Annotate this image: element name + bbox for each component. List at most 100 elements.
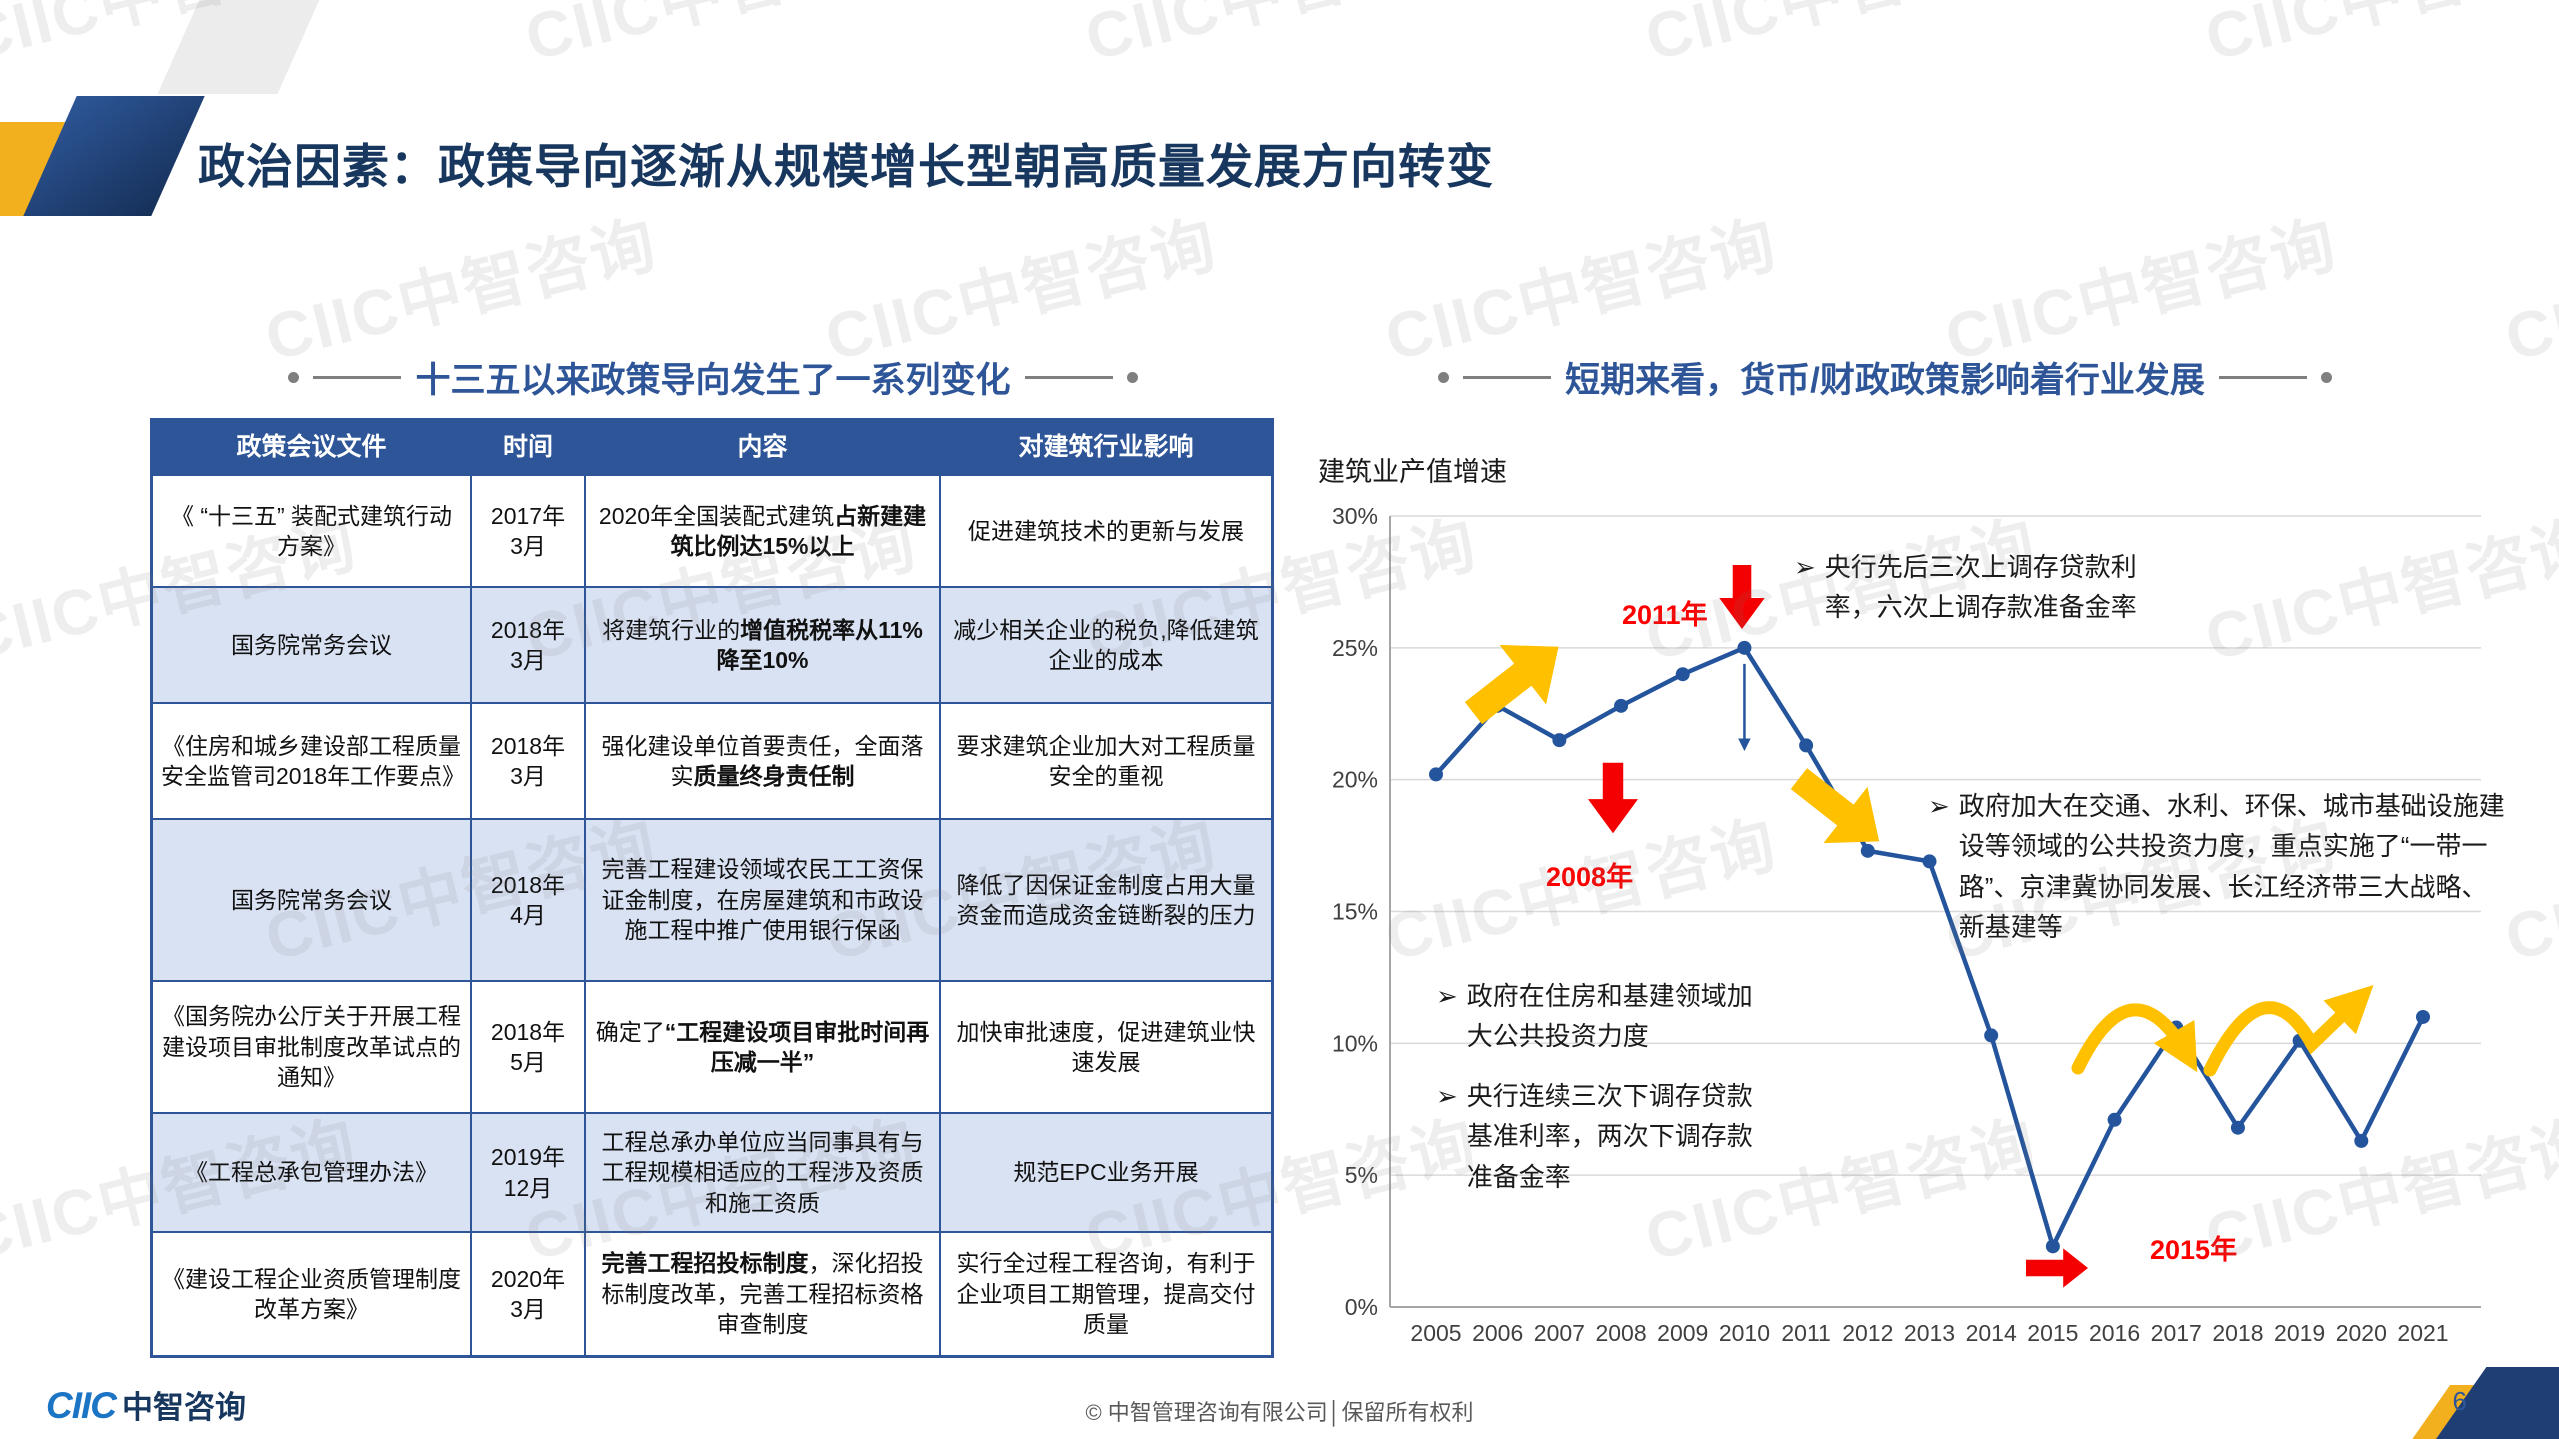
cell-impact: 促进建筑技术的更新与发展 <box>941 474 1271 586</box>
annotation-text: 政府加大在交通、水利、环保、城市基础设施建设等领域的公共投资力度，重点实施了“一… <box>1958 791 2505 942</box>
red-right-arrow-icon <box>2026 1248 2088 1288</box>
table-header-row: 政策会议文件 时间 内容 对建筑行业影响 <box>153 421 1271 474</box>
watermark-text: CIIC中智咨询 <box>1635 0 2045 79</box>
annotation-rate-hikes: ➢ 央行先后三次上调存贷款利率，六次上调存款准备金率 <box>1794 547 2146 628</box>
cell-impact: 要求建筑企业加大对工程质量安全的重视 <box>941 702 1271 818</box>
cell-content: 确定了“工程建设项目审批时间再压减一半” <box>586 980 941 1112</box>
svg-text:2016: 2016 <box>2089 1320 2140 1346</box>
cell-document: 《 “十三五” 装配式建筑行动方案》 <box>153 474 472 586</box>
table-row: 国务院常务会议 2018年3月 将建筑行业的增值税税率从11%降至10% 减少相关企业… <box>153 586 1271 702</box>
cell-document: 国务院常务会议 <box>153 586 472 702</box>
cell-document: 《建设工程企业资质管理制度改革方案》 <box>153 1231 472 1355</box>
cell-document: 国务院常务会议 <box>153 818 472 980</box>
cell-time: 2018年3月 <box>472 586 586 702</box>
table-row: 国务院常务会议 2018年4月 完善工程建设领域农民工工资保证金制度，在房屋建筑和市… <box>153 818 1271 980</box>
annotation-text: 央行先后三次上调存贷款利率，六次上调存款准备金率 <box>1824 552 2137 623</box>
red-down-arrow-icon <box>1719 565 1765 629</box>
svg-text:30%: 30% <box>1332 503 1378 529</box>
svg-text:0%: 0% <box>1345 1294 1378 1320</box>
company-logo: CIIC 中智咨询 <box>46 1382 246 1427</box>
watermark-text: CIIC中智咨询 <box>2195 0 2559 79</box>
svg-text:2011: 2011 <box>1781 1320 1830 1346</box>
decorative-line <box>1463 376 1552 379</box>
cell-impact: 加快审批速度，促进建筑业快速发展 <box>941 980 1271 1112</box>
cell-time: 2018年4月 <box>472 818 586 980</box>
ciic-logo-icon: CIIC <box>46 1385 117 1426</box>
svg-text:2005: 2005 <box>1410 1320 1461 1346</box>
svg-text:2013: 2013 <box>1904 1320 1955 1346</box>
cell-document: 《工程总承包管理办法》 <box>153 1112 472 1231</box>
cell-document: 《国务院办公厅关于开展工程建设项目审批制度改革试点的通知》 <box>153 980 472 1112</box>
watermark-text: CIIC中智咨询 <box>2498 207 2559 375</box>
cell-content: 将建筑行业的增值税税率从11%降至10% <box>586 586 941 702</box>
column-header: 对建筑行业影响 <box>1018 433 1194 461</box>
table-row: 《 “十三五” 装配式建筑行动方案》 2017年3月 2020年全国装配式建筑占新建… <box>153 474 1271 586</box>
decorative-line <box>313 376 402 379</box>
right-section-header: 短期来看，货币/财政政策影响着行业发展 <box>1330 352 2440 403</box>
svg-text:15%: 15% <box>1332 899 1378 925</box>
orange-fall-arrow-icon <box>1790 768 1880 844</box>
policy-table: 政策会议文件 时间 内容 对建筑行业影响《 “十三五” 装配式建筑行动方案》 2017年… <box>150 418 1274 1358</box>
table-row: 《国务院办公厅关于开展工程建设项目审批制度改革试点的通知》 2018年5月 确定了“… <box>153 980 1271 1112</box>
svg-text:2018: 2018 <box>2212 1320 2263 1346</box>
annotation-housing-investment: ➢ 政府在住房和基建领域加大公共投资力度 <box>1436 976 1766 1057</box>
page-number: 6 <box>2452 1386 2467 1416</box>
svg-text:2020: 2020 <box>2336 1320 2387 1346</box>
svg-text:2008: 2008 <box>1595 1320 1646 1346</box>
cell-time: 2018年3月 <box>472 702 586 818</box>
cell-content: 强化建设单位首要责任，全面落实质量终身责任制 <box>586 702 941 818</box>
logo-text: 中智咨询 <box>122 1390 246 1425</box>
bullet-icon: ➢ <box>1794 552 1816 582</box>
decorative-dot <box>1126 372 1138 383</box>
left-section-title: 十三五以来政策导向发生了一系列变化 <box>415 361 1011 400</box>
right-section-title: 短期来看，货币/财政政策影响着行业发展 <box>1565 361 2205 400</box>
cell-content: 工程总承办单位应当同事具有与工程规模相适应的工程涉及资质和施工资质 <box>586 1112 941 1231</box>
decorative-dot <box>288 372 300 383</box>
orange-fluctuation-arrow-icon <box>2071 985 2374 1077</box>
event-label-2015: 2015年 <box>2150 1235 2238 1265</box>
annotation-rate-cuts: ➢ 央行连续三次下调存贷款基准利率，两次下调存款准备金率 <box>1436 1076 1766 1197</box>
svg-text:2012: 2012 <box>1842 1320 1893 1346</box>
decorative-line <box>1024 376 1113 379</box>
annotation-public-investment: ➢ 政府加大在交通、水利、环保、城市基础设施建设等领域的公共投资力度，重点实施了… <box>1928 786 2510 947</box>
bullet-icon: ➢ <box>1436 1081 1458 1111</box>
left-section-header: 十三五以来政策导向发生了一系列变化 <box>168 352 1258 403</box>
svg-text:2019: 2019 <box>2274 1320 2325 1346</box>
cell-time: 2019年12月 <box>472 1112 586 1231</box>
svg-text:2006: 2006 <box>1472 1320 1523 1346</box>
cell-time: 2020年3月 <box>472 1231 586 1355</box>
cell-impact: 减少相关企业的税负,降低建筑企业的成本 <box>941 586 1271 702</box>
annotation-text: 政府在住房和基建领域加大公共投资力度 <box>1466 981 1753 1052</box>
svg-text:2017: 2017 <box>2151 1320 2202 1346</box>
annotation-text: 央行连续三次下调存贷款基准利率，两次下调存款准备金率 <box>1466 1081 1753 1192</box>
copyright-text: © 中智管理咨询有限公司│保留所有权利 <box>1085 1400 1474 1425</box>
svg-text:2015: 2015 <box>2027 1320 2078 1346</box>
cell-document: 《住房和城乡建设部工程质量安全监管司2018年工作要点》 <box>153 702 472 818</box>
svg-text:2009: 2009 <box>1657 1320 1708 1346</box>
table-row: 《住房和城乡建设部工程质量安全监管司2018年工作要点》 2018年3月 强化建设单… <box>153 702 1271 818</box>
corner-stripe-decoration <box>157 0 335 94</box>
svg-text:10%: 10% <box>1332 1030 1378 1056</box>
cell-impact: 实行全过程工程咨询，有利于企业项目工期管理，提高交付质量 <box>941 1231 1271 1355</box>
table-row: 《建设工程企业资质管理制度改革方案》 2020年3月 完善工程招投标制度，深化招投标… <box>153 1231 1271 1355</box>
orange-rise-arrow-icon <box>1464 644 1559 725</box>
watermark-text: CIIC中智咨询 <box>1075 0 1485 79</box>
decorative-dot <box>1438 372 1450 383</box>
event-label-2011: 2011年 <box>1622 600 1708 630</box>
watermark-text: CIIC中智咨询 <box>515 0 925 79</box>
title-blue-accent <box>23 96 205 216</box>
cell-content: 2020年全国装配式建筑占新建建筑比例达15%以上 <box>586 474 941 586</box>
cell-content: 完善工程建设领域农民工工资保证金制度，在房屋建筑和市政设施工程中推广使用银行保函 <box>586 818 941 980</box>
event-label-2008: 2008年 <box>1546 862 1634 892</box>
decorative-line <box>2218 376 2307 379</box>
column-header: 内容 <box>586 421 941 474</box>
svg-text:2010: 2010 <box>1719 1320 1770 1346</box>
svg-text:25%: 25% <box>1332 635 1378 661</box>
page-title: 政治因素：政策导向逐渐从规模增长型朝高质量发展方向转变 <box>198 140 1494 193</box>
svg-text:2014: 2014 <box>1966 1320 2017 1346</box>
bullet-icon: ➢ <box>1928 791 1950 821</box>
red-down-arrow-icon <box>1588 762 1638 834</box>
svg-text:20%: 20% <box>1332 767 1378 793</box>
decorative-dot <box>2320 372 2332 383</box>
